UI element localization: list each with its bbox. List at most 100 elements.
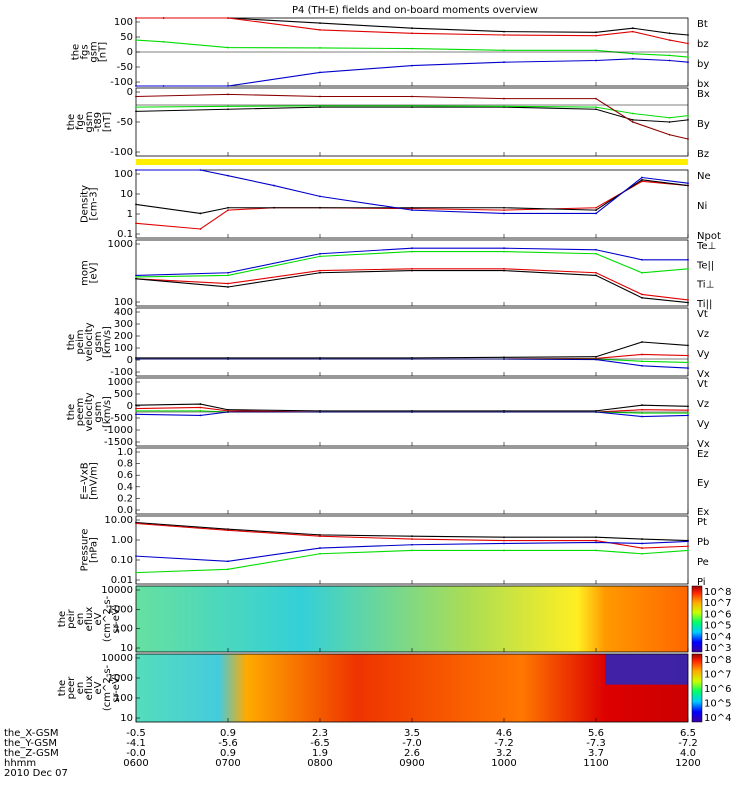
colorbar-tick: 10^3 bbox=[704, 643, 731, 654]
colorbar bbox=[691, 585, 703, 653]
data-point bbox=[595, 108, 597, 111]
data-point bbox=[319, 547, 321, 549]
legend-entry: by bbox=[697, 59, 709, 70]
data-point bbox=[503, 542, 505, 545]
legend-entry: Vy bbox=[697, 419, 710, 430]
data-point bbox=[687, 267, 689, 270]
legend-entry: Pb bbox=[697, 537, 709, 548]
data-point bbox=[411, 538, 413, 540]
legend-entry: Ne bbox=[697, 171, 711, 182]
y-axis-label: [mV/m] bbox=[89, 462, 100, 500]
data-point bbox=[411, 250, 413, 253]
y-axis-label: en bbox=[75, 682, 86, 695]
footer-value: 1200 bbox=[675, 758, 700, 769]
y-tick-label: 10 bbox=[120, 713, 133, 724]
legend-entry: Ez bbox=[697, 449, 709, 460]
data-point bbox=[319, 104, 321, 107]
data-point bbox=[687, 138, 689, 140]
data-point bbox=[411, 32, 413, 35]
data-point bbox=[595, 271, 597, 274]
data-point bbox=[595, 355, 597, 358]
data-point bbox=[641, 408, 643, 411]
data-point bbox=[503, 105, 505, 108]
data-point bbox=[199, 414, 202, 417]
colorbar-tick: 10^6 bbox=[704, 684, 731, 695]
data-point bbox=[687, 42, 689, 45]
colorbar-tick: 10^4 bbox=[704, 713, 731, 724]
data-point bbox=[687, 540, 689, 543]
data-point bbox=[227, 560, 229, 563]
data-point bbox=[503, 539, 505, 542]
data-point bbox=[641, 293, 643, 296]
y-axis-label: the bbox=[57, 611, 68, 627]
y-tick-label: 100 bbox=[114, 343, 133, 354]
y-tick-label: 300 bbox=[114, 319, 133, 330]
data-point bbox=[503, 97, 505, 100]
legend-entry: Bz bbox=[697, 149, 709, 160]
y-tick-label: 0 bbox=[127, 401, 133, 412]
footer-value: -7.2 bbox=[678, 738, 698, 749]
y-axis-label: eflux bbox=[84, 607, 95, 632]
data-point bbox=[687, 114, 689, 117]
y-axis-label: peir bbox=[66, 608, 77, 628]
footer-value: 2.6 bbox=[404, 748, 420, 759]
data-point bbox=[687, 412, 689, 415]
data-point bbox=[411, 549, 413, 552]
data-point bbox=[411, 269, 413, 272]
series-line bbox=[135, 93, 689, 140]
panel-3: 100 10 1 0.1 Density[cm-3] Ne Ni Npot bbox=[80, 169, 721, 242]
data-point bbox=[411, 209, 413, 212]
data-point bbox=[631, 118, 634, 121]
footer-value: -7.2 bbox=[494, 738, 514, 749]
data-point bbox=[687, 34, 689, 36]
panel-9: 10^810^710^610^510^410^3 10000 1000 100 10 th… bbox=[57, 585, 731, 654]
y-axis-label: eflux bbox=[84, 676, 95, 701]
y-tick-label: -50 bbox=[117, 62, 133, 73]
data-point bbox=[641, 538, 643, 540]
series-line bbox=[136, 58, 689, 87]
y-tick-label: 0 bbox=[127, 355, 133, 366]
data-point bbox=[411, 64, 413, 67]
legend-entry: Pe bbox=[697, 557, 709, 568]
colorbar-tick: 10^5 bbox=[704, 699, 731, 710]
data-point bbox=[135, 555, 137, 558]
legend-entry: Ni bbox=[697, 201, 707, 212]
data-point bbox=[135, 203, 137, 206]
data-point bbox=[687, 549, 689, 552]
y-tick-label: 0.0 bbox=[117, 505, 133, 516]
data-point bbox=[135, 404, 137, 407]
data-point bbox=[595, 209, 597, 212]
data-point bbox=[319, 206, 321, 209]
data-point bbox=[135, 39, 137, 41]
data-point bbox=[503, 356, 505, 359]
y-axis-label: sr-eV) bbox=[111, 604, 122, 633]
panel-4: 1000 100 mom[eV] Te⊥ Te|| Ti⊥ Ti|| bbox=[80, 239, 717, 310]
data-point bbox=[595, 541, 597, 544]
footer-value: 6.5 bbox=[680, 728, 696, 739]
y-tick-label: 10 bbox=[120, 643, 133, 654]
y-tick-label: 0.8 bbox=[117, 459, 133, 470]
y-tick-label: -1000 bbox=[104, 425, 133, 436]
panels: 100500-50-100thefgsgsm[nT]Btbzbybx0-50-1… bbox=[57, 17, 731, 724]
legend-entry: Pi bbox=[697, 577, 706, 588]
data-point bbox=[595, 248, 597, 251]
series-line bbox=[135, 180, 689, 230]
data-point bbox=[595, 549, 597, 552]
data-point bbox=[687, 184, 689, 187]
data-point bbox=[199, 409, 202, 412]
series-line bbox=[135, 549, 689, 574]
series-line bbox=[135, 522, 689, 549]
y-tick-label: -500 bbox=[110, 413, 133, 424]
colorbar-tick: 10^6 bbox=[704, 609, 731, 620]
data-point bbox=[227, 209, 229, 212]
y-axis-label: peem bbox=[75, 398, 86, 426]
data-point bbox=[319, 71, 321, 74]
legend-entry: Vx bbox=[697, 369, 710, 380]
data-point bbox=[668, 32, 671, 35]
data-point bbox=[503, 549, 505, 552]
panel-frame bbox=[135, 87, 689, 157]
legend-entry: By bbox=[697, 119, 710, 130]
data-point bbox=[135, 277, 137, 280]
data-point bbox=[687, 361, 689, 364]
